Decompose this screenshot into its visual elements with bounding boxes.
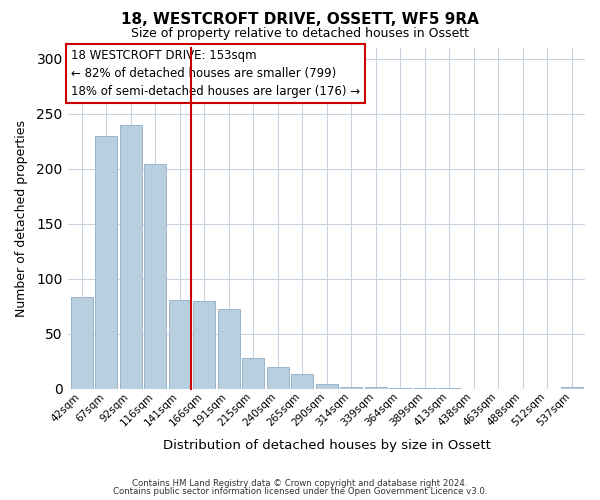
Bar [144, 164, 166, 389]
Bar [193, 300, 215, 389]
Bar [365, 386, 386, 389]
Bar [291, 374, 313, 389]
Bar [389, 388, 411, 389]
Text: Size of property relative to detached houses in Ossett: Size of property relative to detached ho… [131, 28, 469, 40]
Bar [95, 136, 117, 389]
Bar [119, 124, 142, 389]
Bar [340, 386, 362, 389]
Bar [71, 298, 93, 389]
Bar [316, 384, 338, 389]
Bar [438, 388, 460, 389]
Text: 18 WESTCROFT DRIVE: 153sqm
← 82% of detached houses are smaller (799)
18% of sem: 18 WESTCROFT DRIVE: 153sqm ← 82% of deta… [71, 49, 360, 98]
Text: 18, WESTCROFT DRIVE, OSSETT, WF5 9RA: 18, WESTCROFT DRIVE, OSSETT, WF5 9RA [121, 12, 479, 28]
Text: Contains public sector information licensed under the Open Government Licence v3: Contains public sector information licen… [113, 487, 487, 496]
Bar [560, 386, 583, 389]
Bar [413, 388, 436, 389]
Bar [169, 300, 191, 389]
Bar [218, 310, 239, 389]
Bar [266, 366, 289, 389]
Y-axis label: Number of detached properties: Number of detached properties [15, 120, 28, 316]
Bar [242, 358, 264, 389]
X-axis label: Distribution of detached houses by size in Ossett: Distribution of detached houses by size … [163, 440, 491, 452]
Text: Contains HM Land Registry data © Crown copyright and database right 2024.: Contains HM Land Registry data © Crown c… [132, 478, 468, 488]
